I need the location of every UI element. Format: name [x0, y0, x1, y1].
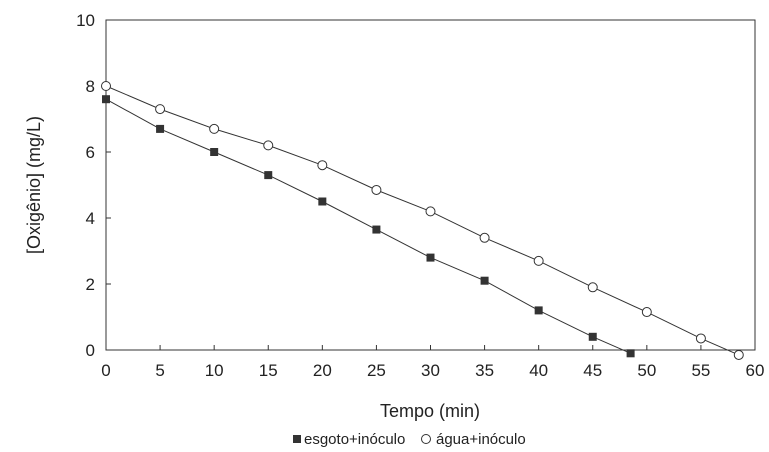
y-tick-label: 10	[76, 11, 95, 30]
data-point	[263, 140, 274, 151]
y-axis: 0 2 4 6 8 10	[76, 11, 111, 360]
data-point	[102, 95, 110, 104]
data-point	[641, 307, 652, 318]
plot-frame	[105, 19, 756, 351]
x-tick-label: 30	[421, 361, 440, 380]
y-tick-label: 4	[86, 209, 95, 228]
x-tick-label: 35	[475, 361, 494, 380]
y-axis-label: [Oxigênio] (mg/L)	[24, 116, 44, 254]
legend-marker-filled-square	[293, 435, 301, 443]
x-tick-label: 20	[313, 361, 332, 380]
legend-label-series-2: água+inóculo	[436, 431, 526, 448]
data-point	[534, 306, 543, 315]
x-axis: 0 5 10 15 20 25 30 35 40 45 50 55 60	[101, 345, 764, 380]
data-point	[480, 276, 489, 285]
legend-marker-open-circle	[421, 434, 431, 444]
y-tick-label: 0	[86, 341, 95, 360]
data-point	[101, 81, 111, 91]
data-point	[156, 124, 165, 133]
data-point	[318, 197, 327, 206]
data-point	[626, 349, 635, 358]
data-point	[425, 206, 436, 217]
data-point	[588, 332, 597, 341]
y-tick-label: 2	[86, 275, 95, 294]
data-point	[533, 255, 544, 266]
series-2	[101, 81, 744, 360]
data-point	[372, 225, 381, 234]
x-tick-label: 50	[637, 361, 656, 380]
x-tick-label: 60	[746, 361, 765, 380]
legend-label-series-1: esgoto+inóculo	[304, 431, 405, 448]
series-layer	[101, 81, 744, 360]
x-tick-label: 10	[205, 361, 224, 380]
data-point	[695, 333, 706, 344]
x-tick-label: 15	[259, 361, 278, 380]
x-tick-label: 55	[691, 361, 710, 380]
data-point	[155, 104, 166, 115]
data-point	[264, 171, 273, 180]
x-tick-label: 40	[529, 361, 548, 380]
x-tick-label: 45	[583, 361, 602, 380]
data-point	[479, 232, 490, 243]
y-tick-label: 8	[86, 77, 95, 96]
x-axis-label: Tempo (min)	[380, 401, 480, 421]
data-point	[210, 148, 219, 156]
x-tick-label: 0	[101, 361, 110, 380]
series-1	[102, 95, 635, 358]
x-tick-label: 5	[155, 361, 164, 380]
data-point	[733, 349, 744, 360]
data-point	[317, 160, 328, 171]
legend: esgoto+inóculo água+inóculo	[293, 431, 526, 448]
data-point	[209, 123, 220, 134]
x-tick-label: 25	[367, 361, 386, 380]
data-point	[587, 282, 598, 293]
data-point	[371, 184, 382, 195]
data-point	[426, 253, 435, 262]
series-line	[105, 98, 631, 354]
y-tick-label: 6	[86, 143, 95, 162]
